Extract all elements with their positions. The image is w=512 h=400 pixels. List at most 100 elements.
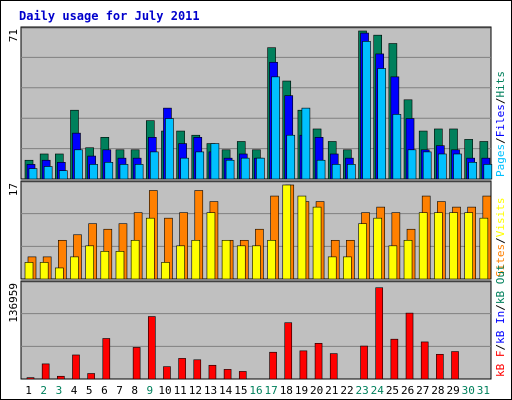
pages-bar bbox=[28, 168, 38, 180]
kbf-bar bbox=[329, 353, 338, 380]
panel-3-background bbox=[20, 280, 492, 380]
visits-bar bbox=[115, 251, 125, 280]
visits-bar bbox=[176, 245, 185, 280]
x-tick-label: 29 bbox=[446, 384, 459, 397]
legend-entry: Visits bbox=[494, 198, 507, 238]
panel-2-ymax-label: 17 bbox=[7, 183, 20, 196]
legend-entry: Pages bbox=[494, 144, 507, 177]
legend-entry: / bbox=[494, 304, 507, 311]
pages-bar bbox=[134, 164, 144, 180]
pages-bar bbox=[407, 149, 417, 180]
pages-bar bbox=[392, 114, 402, 180]
visits-bar bbox=[145, 217, 155, 280]
kbf-bar bbox=[405, 312, 414, 380]
visits-bar bbox=[206, 212, 216, 280]
pages-bar bbox=[483, 164, 493, 180]
legend-entry: / bbox=[494, 344, 507, 351]
x-tick-label: 6 bbox=[101, 384, 108, 397]
kbf-bar bbox=[436, 353, 444, 380]
visits-bar bbox=[221, 239, 231, 280]
kbf-bar bbox=[41, 363, 50, 380]
x-tick-label: 5 bbox=[86, 384, 93, 397]
x-tick-label: 13 bbox=[204, 384, 217, 397]
kbf-bar bbox=[57, 375, 65, 380]
x-tick-label: 4 bbox=[71, 384, 78, 397]
visits-bar bbox=[373, 217, 383, 280]
pages-bar bbox=[119, 164, 129, 180]
kbf-bar bbox=[284, 322, 293, 380]
visits-bar bbox=[464, 212, 473, 280]
kbf-bar bbox=[269, 351, 277, 380]
kbf-bar bbox=[451, 351, 459, 380]
x-tick-label: 26 bbox=[401, 384, 414, 397]
visits-bar bbox=[312, 206, 322, 280]
x-tick-label: 3 bbox=[56, 384, 63, 397]
x-tick-label: 25 bbox=[386, 384, 399, 397]
kbf-bar bbox=[72, 354, 80, 380]
legend-entry: Hits bbox=[494, 71, 507, 98]
x-tick-label: 7 bbox=[116, 384, 123, 397]
x-tick-label: 28 bbox=[431, 384, 444, 397]
visits-bar bbox=[191, 239, 201, 280]
pages-bar bbox=[377, 68, 387, 180]
kbf-bar bbox=[360, 345, 368, 380]
visits-bar bbox=[161, 262, 170, 280]
kbf-bar bbox=[420, 341, 429, 380]
pages-bar bbox=[256, 157, 265, 180]
x-tick-label: 15 bbox=[234, 384, 247, 397]
visits-bar bbox=[267, 239, 276, 280]
visits-bar bbox=[449, 212, 458, 280]
kbf-bar bbox=[208, 364, 217, 380]
kbf-bar bbox=[147, 316, 156, 380]
visits-bar bbox=[70, 256, 79, 280]
legend-entry: Files bbox=[494, 104, 507, 137]
pages-bar bbox=[301, 107, 311, 180]
visits-bar bbox=[297, 195, 307, 280]
visits-bar bbox=[418, 212, 428, 280]
pages-bar bbox=[59, 170, 68, 180]
legend-entry: kB In bbox=[494, 311, 507, 344]
kbytes-legend: kB F/kB In/kB Out bbox=[494, 264, 507, 377]
pages-bar bbox=[347, 164, 356, 180]
x-tick-label: 27 bbox=[416, 384, 429, 397]
visits-bar bbox=[479, 217, 489, 280]
pages-bar bbox=[240, 157, 250, 180]
visits-bar bbox=[327, 256, 337, 280]
pages-bar bbox=[422, 151, 432, 180]
kbf-bar bbox=[178, 358, 186, 380]
legend-entry: / bbox=[494, 98, 507, 105]
visits-bar bbox=[55, 267, 64, 280]
legend-entry: / bbox=[494, 137, 507, 144]
visits-bar bbox=[388, 245, 398, 280]
kbf-bar bbox=[238, 371, 247, 380]
panel-3-ymax-label: 136959 bbox=[7, 283, 20, 323]
pages-bar bbox=[362, 41, 371, 180]
chart-title: Daily usage for July 2011 bbox=[19, 9, 200, 23]
x-tick-label: 18 bbox=[280, 384, 293, 397]
visits-bar bbox=[39, 262, 49, 280]
pages-bar bbox=[89, 164, 98, 180]
visits-bar bbox=[282, 184, 292, 280]
pages-bar bbox=[468, 162, 477, 180]
x-tick-label: 20 bbox=[310, 384, 323, 397]
kbf-bar bbox=[390, 338, 399, 380]
kbf-bar bbox=[193, 359, 202, 380]
kbf-bar bbox=[102, 338, 111, 380]
x-tick-label: 31 bbox=[477, 384, 490, 397]
x-tick-label: 9 bbox=[147, 384, 154, 397]
visits-bar bbox=[358, 223, 367, 280]
legend-entry: / bbox=[494, 237, 507, 244]
x-tick-label: 30 bbox=[462, 384, 475, 397]
visits-bar bbox=[252, 245, 261, 280]
pages-bar bbox=[165, 118, 174, 180]
x-tick-label: 11 bbox=[174, 384, 187, 397]
x-tick-label: 14 bbox=[219, 384, 233, 397]
pages-bar bbox=[453, 153, 462, 180]
kbf-bar bbox=[314, 343, 323, 380]
kbf-bar bbox=[223, 369, 232, 380]
pages-bar bbox=[74, 149, 83, 180]
legend-entry: kB F bbox=[494, 351, 507, 378]
kbf-bar bbox=[26, 377, 35, 380]
pages-bar bbox=[104, 162, 114, 180]
